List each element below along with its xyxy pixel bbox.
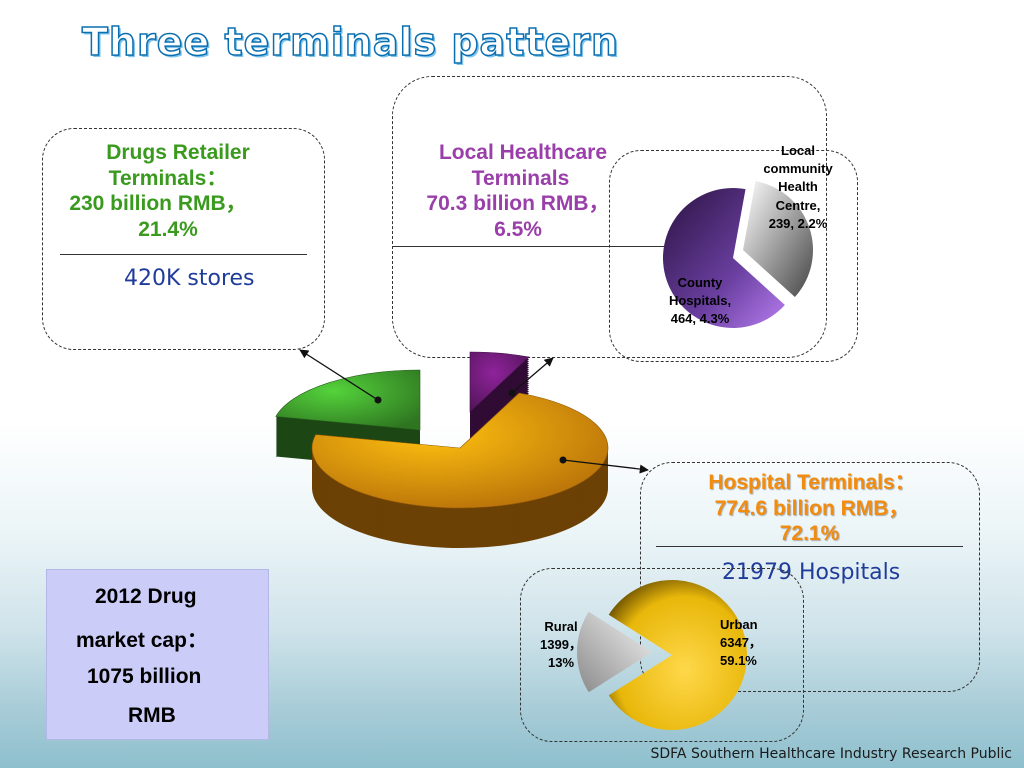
pie-slice-retail (275, 369, 421, 431)
community-centre-label-line-5: 239, 2.2% (768, 215, 828, 231)
urban-label-line-2: 6347， (720, 635, 762, 651)
market-cap-line-2: market cap： (76, 629, 208, 652)
county-hospitals-label-line-3: 464, 4.3% (670, 311, 730, 327)
local-terminal-box (392, 76, 827, 358)
hospital-count: 21979 Hospitals (722, 560, 901, 585)
retail-title-line-2: Terminals： (108, 166, 228, 190)
local-title-line-3: 70.3 billion RMB， (426, 192, 610, 216)
hospital-terminal-title: Hospital Terminals： 774.6 billion RMB， 7… (672, 470, 952, 547)
arrow-to-hospital (562, 459, 649, 474)
urban-rural-box (520, 568, 804, 742)
community-centre-label: Local community Health Centre, 239, 2.2% (748, 142, 848, 233)
retail-title-line-4: 21.4% (138, 217, 198, 241)
pie-slice-community-centre (743, 181, 813, 297)
pie-slice-local (469, 351, 530, 413)
arrow-to-retail-dot (374, 396, 382, 404)
urban-label-line-3: 59.1% (720, 653, 757, 669)
arrow-to-local-dot (508, 389, 516, 397)
market-cap-box: 2012 Drug market cap： 1075 billion RMB (46, 569, 269, 740)
retail-title-line-1: Drugs Retailer (106, 141, 250, 164)
urban-label-line-1: Urban (720, 617, 758, 632)
county-hospitals-label-line-2: Hospitals, (668, 293, 732, 309)
arrow-to-hospital-dot (559, 456, 567, 464)
local-title-line-2: Terminals (471, 166, 570, 190)
hospital-title-line-3: 72.1% (779, 522, 840, 546)
local-subpie-chart (663, 181, 813, 328)
arrow-to-local (511, 357, 554, 394)
retail-terminal-box (42, 128, 325, 350)
slide-title: Three terminals pattern (81, 19, 620, 65)
urban-rural-chart (577, 580, 747, 730)
community-centre-label-line-4: Centre, (775, 197, 821, 213)
local-terminal-title: Local Healthcare Terminals 70.3 billion … (408, 140, 658, 242)
hospital-terminal-box (640, 462, 980, 692)
urban-label: Urban 6347， 59.1% (720, 616, 776, 671)
retail-stores-count: 420K stores (124, 266, 255, 291)
retail-terminal-title: Drugs Retailer Terminals： 230 billion RM… (48, 140, 308, 242)
hospital-title-line-1: Hospital Terminals： (708, 471, 916, 494)
local-separator (392, 246, 677, 247)
hospital-separator (656, 546, 963, 547)
rural-label: Rural 1399， 13% (532, 618, 590, 673)
community-centre-label-line-3: Health (778, 179, 818, 195)
local-title-line-1: Local Healthcare (438, 141, 608, 164)
local-title-line-4: 6.5% (494, 217, 542, 241)
local-subpie-box (609, 150, 858, 362)
hospital-title-line-2: 774.6 billion RMB， (714, 496, 910, 520)
retail-separator (60, 254, 307, 255)
market-cap-line-3: 1075 billion (87, 665, 202, 688)
market-cap-line-4: RMB (128, 704, 176, 727)
market-cap-line-1: 2012 Drug (95, 585, 197, 608)
community-centre-label-line-1: Local (781, 143, 815, 158)
pie-slice-county-hospitals (663, 188, 785, 328)
rural-label-line-2: 1399， (540, 637, 582, 653)
footer-source: SDFA Southern Healthcare Industry Resear… (650, 746, 1013, 762)
rural-label-line-3: 13% (547, 655, 575, 671)
pie-slice-rural (577, 611, 652, 693)
county-hospitals-label-line-1: County (677, 275, 723, 290)
community-centre-label-line-2: community (763, 161, 833, 177)
arrow-to-retail (299, 349, 379, 401)
pie-slice-urban (608, 580, 747, 730)
pie-slice-hospital (311, 392, 609, 509)
county-hospitals-label: County Hospitals, 464, 4.3% (650, 274, 750, 329)
main-pie-chart (275, 351, 609, 549)
rural-label-line-1: Rural (544, 619, 578, 634)
retail-title-line-3: 230 billion RMB， (69, 192, 247, 216)
